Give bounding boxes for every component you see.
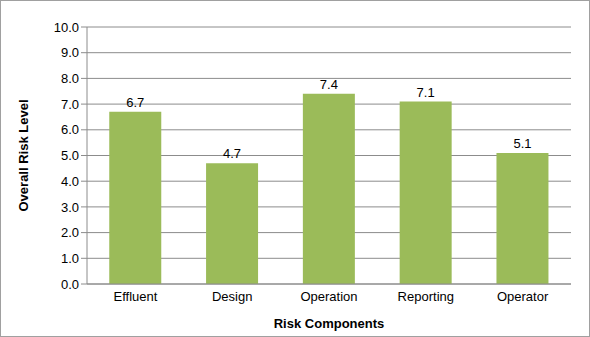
svg-text:8.0: 8.0 (61, 71, 79, 86)
svg-text:3.0: 3.0 (61, 200, 79, 215)
svg-text:7.0: 7.0 (61, 97, 79, 112)
svg-text:Risk Components: Risk Components (274, 316, 385, 331)
svg-text:7.4: 7.4 (320, 77, 338, 92)
svg-text:5.0: 5.0 (61, 148, 79, 163)
svg-text:Operator: Operator (497, 289, 549, 304)
svg-text:1.0: 1.0 (61, 251, 79, 266)
svg-text:5.1: 5.1 (513, 136, 531, 151)
svg-text:Overall Risk Level: Overall Risk Level (16, 99, 31, 211)
svg-text:Operation: Operation (300, 289, 357, 304)
svg-text:4.7: 4.7 (223, 146, 241, 161)
svg-text:Effluent: Effluent (113, 289, 157, 304)
svg-text:9.0: 9.0 (61, 45, 79, 60)
svg-text:7.1: 7.1 (417, 85, 435, 100)
svg-text:4.0: 4.0 (61, 174, 79, 189)
svg-text:0.0: 0.0 (61, 277, 79, 292)
svg-text:Reporting: Reporting (398, 289, 454, 304)
svg-text:10.0: 10.0 (54, 20, 79, 35)
svg-text:2.0: 2.0 (61, 225, 79, 240)
svg-text:Design: Design (212, 289, 252, 304)
svg-text:6.0: 6.0 (61, 122, 79, 137)
svg-text:6.7: 6.7 (126, 95, 144, 110)
